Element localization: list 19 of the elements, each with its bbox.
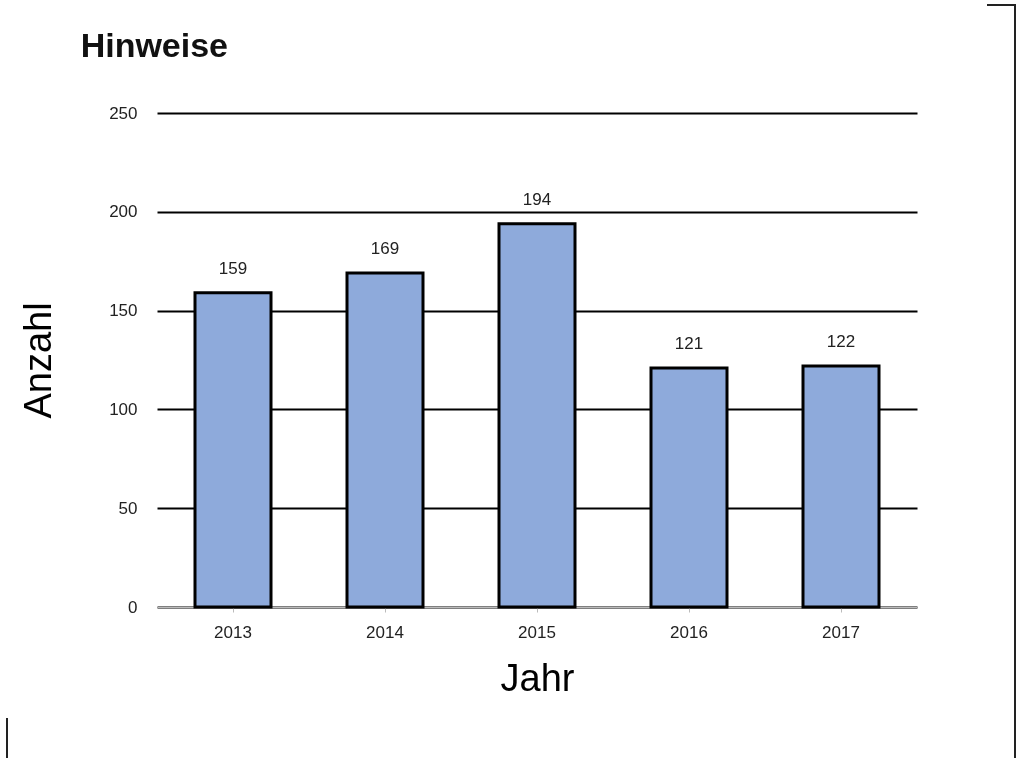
x-tick-label: 2016: [670, 622, 708, 642]
x-axis-title: Jahr: [500, 656, 575, 699]
data-label: 169: [370, 239, 400, 259]
x-tick-label: 2015: [518, 622, 556, 642]
x-tick-label: 2013: [214, 622, 252, 642]
y-tick-label: 50: [118, 498, 138, 518]
y-tick-label: 100: [109, 399, 138, 419]
y-axis-title: Anzahl: [17, 302, 60, 419]
x-tick-label: 2014: [366, 622, 404, 642]
data-label: 122: [826, 331, 856, 351]
x-tick-label: 2017: [822, 622, 860, 642]
y-tick-label: 0: [128, 597, 138, 617]
chart-title: Hinweise: [80, 26, 229, 64]
y-tick-label: 250: [109, 103, 138, 123]
data-label: 159: [218, 258, 248, 278]
data-label: 194: [522, 189, 552, 209]
y-tick-label: 150: [109, 301, 138, 321]
y-tick-label: 200: [109, 202, 138, 222]
data-label: 121: [674, 333, 704, 353]
